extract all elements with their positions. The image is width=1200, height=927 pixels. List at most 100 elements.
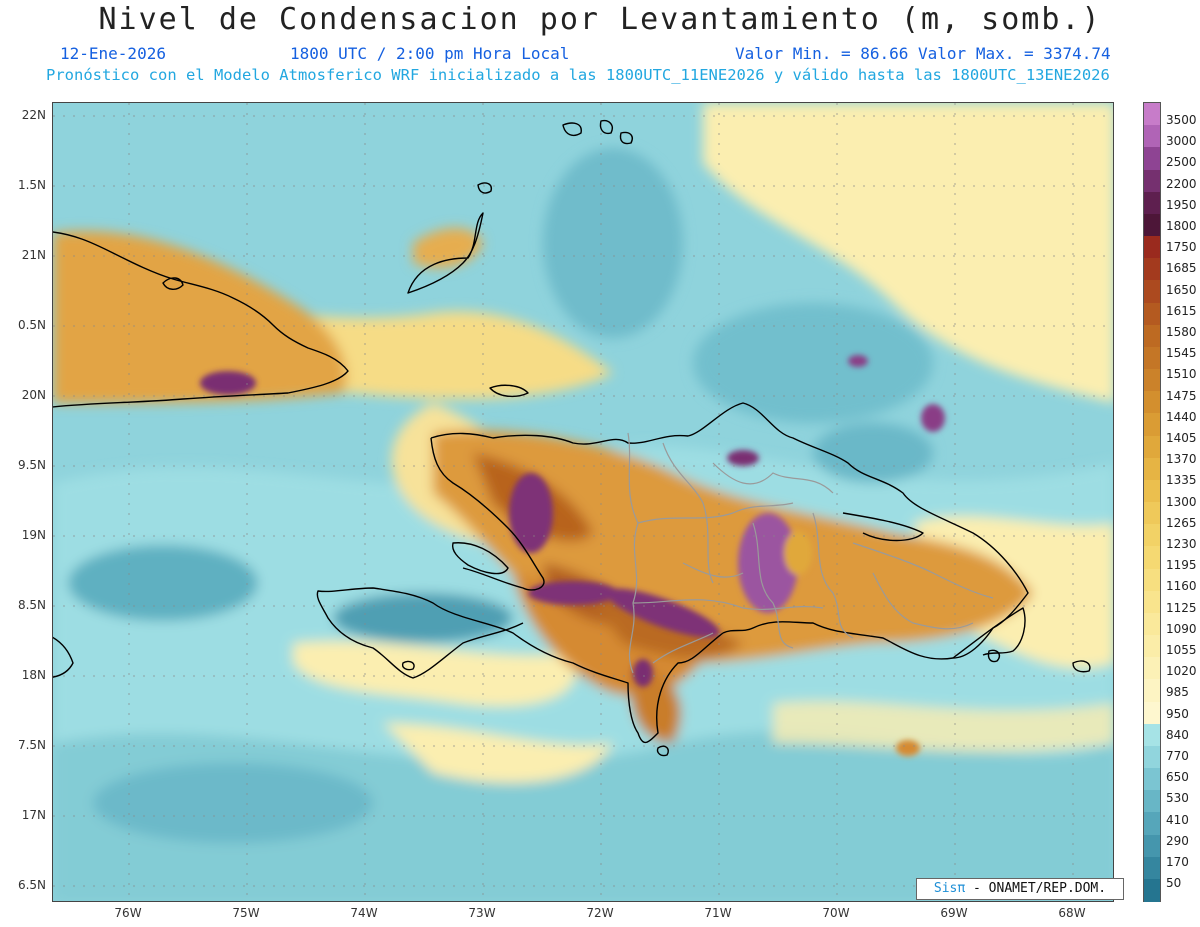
colorbar-level-label: 2200 [1166,176,1197,191]
lat-label: 7.5N [17,738,46,752]
colorbar-level-label: 1125 [1166,600,1197,615]
colorbar-segment [1144,524,1160,548]
forecast-map [52,102,1114,902]
colorbar-segment [1144,679,1160,703]
lat-label: 17N [21,808,46,822]
colorbar-segment [1144,546,1160,570]
colorbar-segment [1144,723,1160,747]
colorbar-segment [1144,103,1160,126]
lon-label: 71W [704,906,732,920]
colorbar-level-label: 1090 [1166,621,1197,636]
colorbar-segment [1144,812,1160,836]
colorbar-segment [1144,125,1160,149]
colorbar-level-label: 770 [1166,749,1189,763]
lon-label: 74W [350,906,378,920]
lat-label: 0.5N [17,318,46,332]
colorbar-level-label: 1265 [1166,515,1197,530]
colorbar-level-label: 1300 [1166,494,1197,509]
colorbar-segment [1144,213,1160,237]
colorbar-segment [1144,280,1160,304]
colorbar-segment [1144,590,1160,614]
colorbar-segment [1144,635,1160,658]
colorbar-level-label: 530 [1166,791,1189,806]
colorbar-level-label: 840 [1166,727,1189,742]
colorbar-level-label: 3500 [1166,113,1197,127]
colorbar-segment [1144,391,1160,415]
colorbar-segment [1144,657,1160,681]
colorbar-level-label: 290 [1166,833,1189,848]
lon-label: 72W [586,906,614,920]
lat-label: 20N [21,388,46,402]
min-max-label: Valor Min. = 86.66 Valor Max. = 3374.74 [735,44,1111,63]
colorbar-level-label: 50 [1166,876,1182,891]
colorbar-level-label: 1230 [1166,537,1197,551]
colorbar-level-label: 985 [1166,685,1189,700]
colorbar-level-label: 650 [1166,770,1189,785]
colorbar-segment [1144,191,1160,215]
credit-box: Sisπ - ONAMET/REP.DOM. [916,878,1124,900]
colorbar-level-label: 1475 [1166,388,1197,403]
colorbar-segment [1144,258,1160,282]
colorbar-level-label: 1020 [1166,664,1197,679]
colorbar-segment [1144,502,1160,525]
colorbar-level-label: 1950 [1166,197,1197,212]
colorbar-segment [1144,568,1160,592]
colorbar-segment [1144,169,1160,193]
colorbar-segment [1144,457,1160,481]
colorbar-segment [1144,479,1160,503]
colorbar-level-label: 3000 [1166,134,1197,149]
colorbar-level-label: 1160 [1166,579,1197,594]
colorbar-level-label: 1685 [1166,261,1197,276]
lon-label: 68W [1058,906,1086,920]
colorbar-level-label: 1615 [1166,303,1197,318]
colorbar-level-label: 1195 [1166,558,1197,573]
colorbar-segment [1144,236,1160,259]
lat-label: 8.5N [17,598,46,612]
lat-label: 21N [21,248,46,262]
lat-label: 18N [21,668,46,682]
colorbar-segment [1144,413,1160,437]
colorbar-segment [1144,768,1160,791]
colorbar-level-label: 1510 [1166,367,1197,382]
colorbar-level-label: 1750 [1166,240,1197,255]
lon-label: 73W [468,906,496,920]
lon-label: 76W [114,906,142,920]
lon-label: 75W [232,906,260,920]
colorbar-segment [1144,878,1160,902]
colorbar-level-label: 1440 [1166,409,1197,424]
colorbar-level-label: 1055 [1166,643,1197,657]
colorbar-segment [1144,856,1160,880]
colorbar-level-label: 950 [1166,706,1189,721]
lat-label: 1.5N [17,178,46,192]
lon-label: 70W [822,906,850,920]
colorbar-level-label: 2500 [1166,155,1197,170]
colorbar-segment [1144,346,1160,370]
lon-label: 69W [940,906,968,920]
time-label: 1800 UTC / 2:00 pm Hora Local [290,44,570,63]
colorbar-level-label: 1800 [1166,219,1197,233]
lat-label: 9.5N [17,458,46,472]
colorbar-segment [1144,745,1160,769]
colorbar-level-label: 1370 [1166,452,1197,467]
coastlines [53,119,1091,757]
colorbar-level-label: 1405 [1166,431,1197,445]
colorbar-segment [1144,435,1160,459]
colorbar-level-label: 1650 [1166,282,1197,297]
colorbar [1143,102,1161,902]
lat-label: 19N [21,528,46,542]
colorbar-segment [1144,790,1160,814]
model-info-label: Pronóstico con el Modelo Atmosferico WRF… [46,66,1110,84]
colorbar-level-label: 170 [1166,855,1189,869]
colorbar-segment [1144,612,1160,636]
colorbar-level-label: 1545 [1166,346,1197,361]
colorbar-segment [1144,834,1160,858]
colorbar-segment [1144,701,1160,725]
page-title: Nivel de Condensacion por Levantamiento … [98,2,1102,37]
colorbar-segment [1144,369,1160,392]
credit-text: - ONAMET/REP.DOM. [965,881,1107,896]
colorbar-segment [1144,147,1160,171]
colorbar-segment [1144,324,1160,348]
colorbar-level-label: 1335 [1166,473,1197,488]
lat-label: 6.5N [17,878,46,892]
map-canvas [53,103,1113,901]
